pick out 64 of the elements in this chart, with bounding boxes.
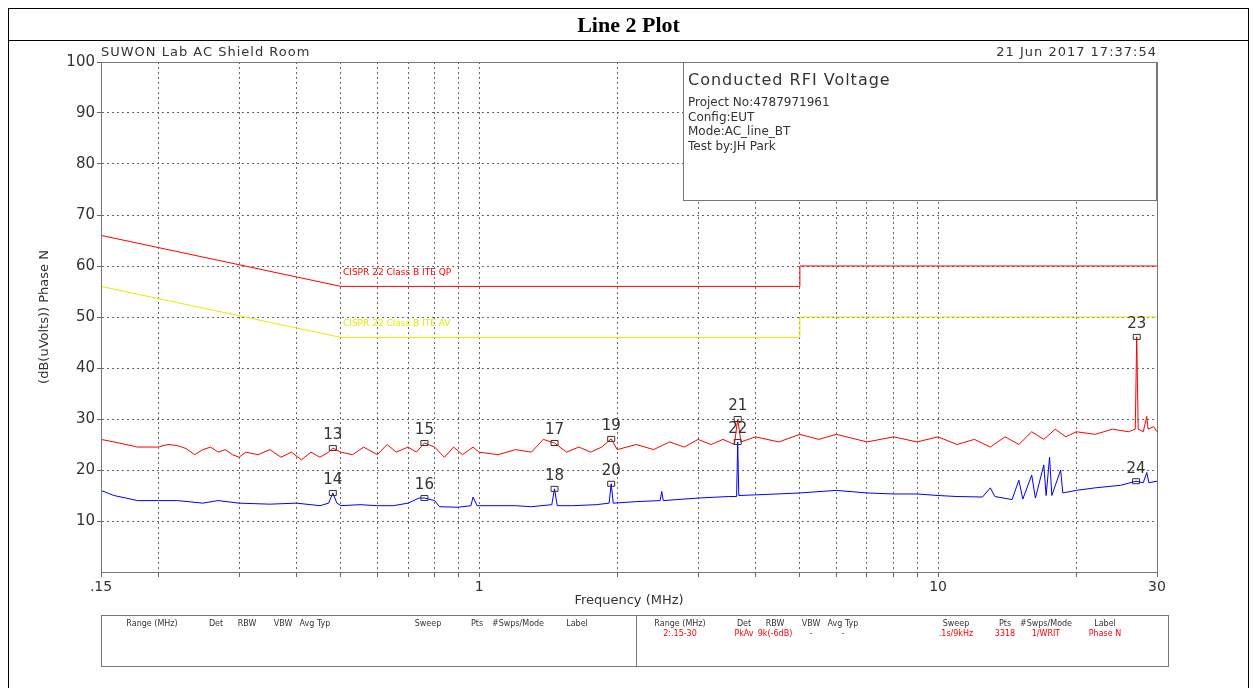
chart-title: Line 2 Plot bbox=[8, 8, 1249, 41]
x-tick-label: 10 bbox=[929, 578, 947, 595]
y-tick-label: 40 bbox=[75, 357, 95, 376]
annotation: Mode:AC_line_BT bbox=[688, 124, 792, 139]
annotation: 13 bbox=[323, 425, 343, 444]
annotation: Conducted RFI Voltage bbox=[688, 69, 892, 91]
annotation: 14 bbox=[323, 470, 343, 489]
text: #Swps/Mode bbox=[1019, 619, 1073, 628]
annotation: Test by:JH Park bbox=[688, 138, 777, 153]
text: Pts bbox=[998, 619, 1012, 628]
text: 1/WRIT bbox=[1031, 629, 1061, 638]
y-tick-label: 50 bbox=[75, 306, 95, 325]
y-tick-label: 90 bbox=[75, 102, 95, 121]
x-tick-label: 1 bbox=[474, 578, 484, 595]
text: Avg Typ bbox=[827, 619, 859, 628]
text: 21 Jun 2017 17:37:54 bbox=[996, 44, 1157, 59]
text: Phase N bbox=[1088, 629, 1122, 638]
text: 2:.15-30 bbox=[663, 629, 697, 638]
y-tick-label: 30 bbox=[75, 408, 95, 427]
text: 3318 bbox=[994, 629, 1016, 638]
text: Pts bbox=[470, 619, 484, 628]
y-tick-label: 20 bbox=[75, 459, 95, 478]
y-tick-label: 80 bbox=[75, 153, 95, 172]
text: Label bbox=[1094, 619, 1116, 628]
text: - bbox=[841, 629, 845, 638]
annotation: 16 bbox=[414, 475, 434, 494]
x-tick-label: .15 bbox=[89, 578, 113, 595]
text: - bbox=[809, 629, 813, 638]
series-label: CISPR 22 Class B ITE AV bbox=[342, 318, 452, 329]
y-tick-label: 100 bbox=[66, 51, 95, 70]
text: Det bbox=[736, 619, 752, 628]
annotation: 17 bbox=[544, 420, 565, 439]
annotation: 18 bbox=[544, 466, 565, 485]
text: VBW bbox=[273, 619, 293, 628]
text: .1s/9kHz bbox=[938, 629, 974, 638]
series-label: CISPR 22 Class B ITE QP bbox=[342, 267, 452, 278]
annotation: 24 bbox=[1126, 458, 1146, 477]
annotation: 15 bbox=[414, 420, 434, 439]
annotation: 21 bbox=[728, 396, 748, 415]
text: 9k(-6dB) bbox=[757, 629, 793, 638]
text: RBW bbox=[765, 619, 785, 628]
text: RBW bbox=[237, 619, 257, 628]
y-tick-label: 70 bbox=[75, 204, 95, 223]
text: Det bbox=[208, 619, 224, 628]
x-axis-title: Frequency (MHz) bbox=[574, 592, 684, 608]
annotation: 20 bbox=[601, 461, 621, 480]
annotation: 19 bbox=[601, 416, 621, 435]
text: VBW bbox=[801, 619, 821, 628]
text: PkAv bbox=[734, 629, 754, 638]
text: Avg Typ bbox=[299, 619, 331, 628]
text: SUWON Lab AC Shield Room bbox=[101, 44, 311, 59]
annotation: Config:EUT bbox=[688, 109, 756, 124]
y-tick-label: 10 bbox=[75, 510, 95, 529]
text: Range (MHz) bbox=[126, 619, 178, 628]
text: Sweep bbox=[942, 619, 970, 628]
x-tick-label: 30 bbox=[1148, 578, 1166, 595]
annotation: Project No:4787971961 bbox=[688, 95, 831, 110]
text: #Swps/Mode bbox=[491, 619, 545, 628]
y-tick-label: 60 bbox=[75, 255, 95, 274]
annotation: 23 bbox=[1127, 314, 1147, 333]
text: Sweep bbox=[414, 619, 442, 628]
text: Range (MHz) bbox=[654, 619, 706, 628]
text: Label bbox=[566, 619, 588, 628]
y-axis-title: (dB(uVolts)) Phase N bbox=[36, 250, 52, 384]
